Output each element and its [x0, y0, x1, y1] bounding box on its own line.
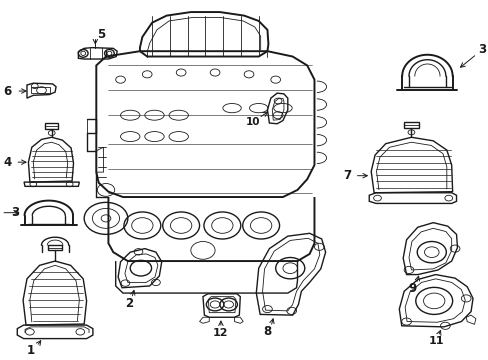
Text: 1: 1	[27, 344, 35, 357]
Text: 2: 2	[124, 297, 133, 310]
Text: 6: 6	[3, 85, 12, 98]
Text: 12: 12	[213, 328, 228, 338]
Text: 4: 4	[3, 156, 12, 169]
Text: 8: 8	[263, 325, 271, 338]
Text: 7: 7	[342, 169, 350, 182]
Text: 5: 5	[97, 28, 105, 41]
Text: 10: 10	[245, 117, 260, 127]
Text: 9: 9	[408, 282, 416, 295]
Text: 11: 11	[428, 336, 444, 346]
Text: 3: 3	[11, 206, 19, 219]
Text: 3: 3	[478, 43, 486, 56]
